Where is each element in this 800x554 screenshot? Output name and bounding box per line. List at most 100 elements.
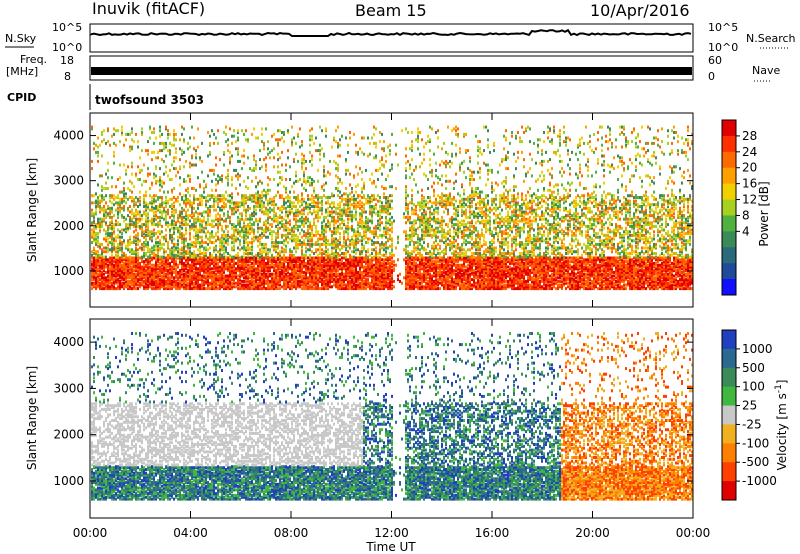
range-cell: [219, 287, 221, 291]
range-cell: [261, 258, 263, 262]
range-cell: [215, 183, 217, 187]
range-cell: [207, 267, 209, 271]
range-cell: [241, 129, 243, 133]
range-cell: [141, 248, 143, 252]
range-cell: [121, 272, 123, 276]
range-cell: [179, 248, 181, 252]
range-cell: [319, 252, 321, 255]
range-cell: [305, 203, 307, 207]
range-cell: [211, 224, 213, 228]
range-cell: [135, 196, 137, 199]
range-cell: [189, 287, 191, 291]
range-cell: [339, 274, 341, 278]
range-cell: [337, 226, 339, 230]
range-cell: [345, 136, 347, 140]
range-cell: [265, 223, 267, 227]
range-cell: [135, 246, 137, 250]
range-cell: [361, 256, 363, 260]
range-cell: [257, 239, 259, 243]
range-cell: [269, 260, 271, 264]
range-cell: [95, 261, 97, 265]
range-cell: [157, 205, 159, 208]
range-cell: [109, 269, 111, 273]
range-cell: [137, 241, 139, 245]
range-cell: [207, 260, 209, 264]
range-cell: [279, 272, 281, 276]
range-cell: [127, 272, 129, 276]
range-cell: [247, 253, 249, 257]
range-cell: [307, 219, 309, 223]
range-cell: [331, 241, 333, 245]
range-cell: [229, 287, 231, 291]
range-cell: [189, 246, 191, 250]
range-cell: [301, 248, 303, 252]
range-cell: [97, 136, 99, 140]
range-cell: [231, 270, 233, 274]
range-cell: [157, 281, 159, 285]
range-cell: [197, 217, 199, 221]
range-cell: [175, 253, 177, 257]
range-cell: [195, 255, 197, 259]
range-cell: [93, 270, 95, 274]
range-cell: [155, 287, 157, 291]
range-cell: [355, 258, 357, 262]
range-cell: [301, 201, 303, 205]
range-cell: [159, 219, 161, 223]
range-cell: [173, 187, 175, 190]
range-cell: [333, 217, 335, 221]
range-cell: [263, 278, 265, 282]
range-cell: [225, 246, 227, 250]
range-cell: [291, 143, 293, 147]
range-cell: [351, 260, 353, 264]
range-cell: [361, 274, 363, 278]
range-cell: [197, 272, 199, 276]
range-cell: [287, 196, 289, 199]
range-cell: [183, 287, 185, 291]
range-cell: [179, 281, 181, 285]
range-cell: [221, 283, 223, 287]
range-cell: [259, 260, 261, 264]
range-cell: [319, 149, 321, 153]
range-cell: [101, 197, 103, 201]
range-cell: [287, 283, 289, 287]
range-cell: [279, 241, 281, 245]
range-cell: [241, 285, 243, 289]
range-cell: [189, 258, 191, 262]
range-cell: [211, 235, 213, 239]
range-cell: [183, 219, 185, 223]
range-cell: [329, 279, 331, 283]
range-cell: [173, 260, 175, 264]
range-cell: [239, 272, 241, 276]
range-cell: [133, 197, 135, 201]
range-cell: [97, 239, 99, 243]
range-cell: [183, 274, 185, 278]
range-cell: [293, 267, 295, 271]
range-cell: [231, 210, 233, 214]
range-cell: [287, 221, 289, 225]
range-cell: [219, 237, 221, 241]
range-cell: [131, 196, 133, 199]
range-cell: [209, 143, 211, 147]
range-cell: [347, 217, 349, 221]
range-cell: [101, 185, 103, 189]
range-cell: [97, 221, 99, 225]
range-cell: [257, 269, 259, 273]
range-cell: [93, 226, 95, 230]
range-cell: [349, 242, 351, 246]
range-cell: [347, 263, 349, 267]
cpid-value: twofsound 3503: [95, 93, 204, 107]
range-cell: [341, 199, 343, 203]
range-cell: [241, 235, 243, 239]
range-cell: [151, 246, 153, 250]
range-cell: [323, 230, 325, 234]
range-cell: [209, 276, 211, 280]
range-cell: [243, 196, 245, 199]
range-cell: [277, 228, 279, 232]
range-cell: [153, 219, 155, 223]
range-cell: [331, 192, 333, 196]
range-cell: [303, 265, 305, 269]
range-cell: [309, 223, 311, 227]
range-cell: [93, 246, 95, 250]
range-cell: [153, 131, 155, 134]
range-cell: [159, 269, 161, 273]
